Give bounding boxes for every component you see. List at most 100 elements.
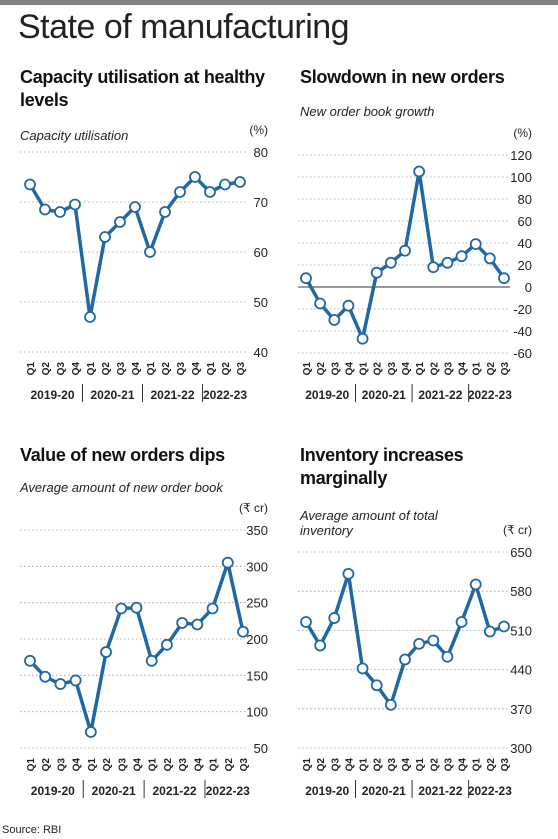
data-point [399, 653, 411, 666]
data-line [28, 560, 245, 734]
data-point [174, 186, 186, 198]
y-tick-label: 60 [518, 214, 532, 229]
data-point [356, 662, 369, 675]
x-tick-label: Q1 [206, 362, 217, 376]
y-tick-label: 580 [510, 584, 532, 599]
data-point [342, 567, 355, 580]
data-point [455, 250, 468, 263]
x-tick-label: Q1 [86, 362, 97, 376]
data-point [384, 698, 397, 711]
page-title: State of manufacturing [18, 8, 350, 46]
data-point [204, 186, 216, 198]
y-tick-label: 60 [254, 245, 268, 260]
x-tick-label: Q2 [429, 758, 440, 772]
x-tick-label: Q1 [472, 362, 483, 376]
data-point [384, 256, 397, 269]
x-group-label: 2022-23 [468, 784, 512, 798]
x-tick-label: Q4 [193, 758, 204, 772]
data-point [206, 602, 219, 615]
x-tick-label: Q2 [373, 758, 384, 772]
data-point [234, 176, 246, 188]
y-tick-label: 150 [246, 668, 268, 683]
chart-subtitle: New order book growth [300, 104, 435, 119]
y-tick-label: -20 [513, 302, 532, 317]
x-group-label: 2020-21 [362, 784, 406, 798]
data-point [413, 165, 426, 178]
data-point [159, 206, 171, 218]
data-point [39, 203, 51, 216]
x-group-label: 2022-23 [468, 388, 512, 402]
y-tick-label: 100 [246, 705, 268, 720]
x-tick-label: Q2 [163, 758, 174, 772]
x-tick-label: Q1 [302, 758, 313, 772]
chart-title: Capacity utilisation at healthy levels [20, 67, 265, 110]
y-tick-label: 0 [525, 280, 532, 295]
y-tick-label: 370 [510, 702, 532, 717]
x-tick-label: Q2 [316, 758, 327, 772]
data-point [314, 297, 327, 310]
x-tick-label: Q1 [26, 758, 37, 772]
data-point [69, 674, 82, 687]
data-point [84, 311, 96, 323]
y-tick-label: 100 [510, 170, 532, 185]
x-tick-label: Q3 [176, 362, 187, 376]
y-tick-label: 80 [254, 145, 268, 160]
x-tick-label: Q4 [131, 362, 142, 376]
data-point [24, 654, 36, 667]
y-tick-label: 70 [254, 195, 268, 210]
data-point [237, 625, 249, 638]
x-group-label: 2019-20 [30, 388, 74, 402]
data-point [129, 201, 141, 213]
data-point [144, 246, 156, 258]
x-tick-label: Q1 [302, 362, 313, 376]
x-tick-label: Q2 [486, 758, 497, 772]
x-tick-label: Q4 [401, 758, 412, 772]
y-tick-label: 80 [518, 192, 532, 207]
x-tick-label: Q3 [443, 362, 454, 376]
x-tick-label: Q2 [41, 758, 52, 772]
top-bar [0, 0, 558, 5]
chart-subtitle: Average amount of new order book [20, 480, 223, 495]
x-group-label: 2021-22 [153, 784, 197, 798]
x-tick-label: Q3 [443, 758, 454, 772]
x-tick-label: Q3 [500, 362, 511, 376]
x-tick-label: Q1 [146, 362, 157, 376]
data-point [161, 638, 173, 651]
data-point [191, 618, 204, 631]
data-point [455, 616, 468, 628]
x-tick-label: Q1 [415, 362, 426, 376]
x-group-label: 2022-23 [206, 784, 250, 798]
x-group-label: 2019-20 [305, 784, 349, 798]
y-unit: (%) [249, 123, 268, 137]
x-tick-label: Q2 [221, 362, 232, 376]
data-point [483, 252, 496, 265]
data-point [100, 646, 112, 658]
x-tick-label: Q4 [133, 758, 144, 772]
data-point [342, 299, 355, 312]
x-tick-label: Q3 [387, 758, 398, 772]
data-point [221, 556, 234, 569]
x-tick-label: Q1 [26, 362, 37, 376]
data-point [498, 620, 510, 633]
x-tick-label: Q1 [359, 362, 370, 376]
y-tick-label: 40 [254, 345, 268, 360]
y-tick-label: 50 [254, 295, 268, 310]
x-tick-label: Q1 [209, 758, 220, 772]
x-group-label: 2021-22 [150, 388, 194, 402]
x-tick-label: Q2 [41, 362, 52, 376]
y-unit: (%) [513, 126, 532, 140]
data-point [145, 654, 158, 667]
x-tick-label: Q4 [344, 758, 355, 772]
x-tick-label: Q3 [117, 758, 128, 772]
x-tick-label: Q2 [486, 362, 497, 376]
x-tick-label: Q4 [72, 758, 83, 772]
x-tick-label: Q3 [387, 362, 398, 376]
x-tick-label: Q2 [224, 758, 235, 772]
data-point [114, 216, 126, 228]
x-tick-label: Q3 [178, 758, 189, 772]
data-point [370, 679, 383, 692]
x-tick-label: Q3 [56, 362, 67, 376]
x-tick-label: Q3 [236, 362, 247, 376]
x-group-label: 2020-21 [90, 388, 134, 402]
